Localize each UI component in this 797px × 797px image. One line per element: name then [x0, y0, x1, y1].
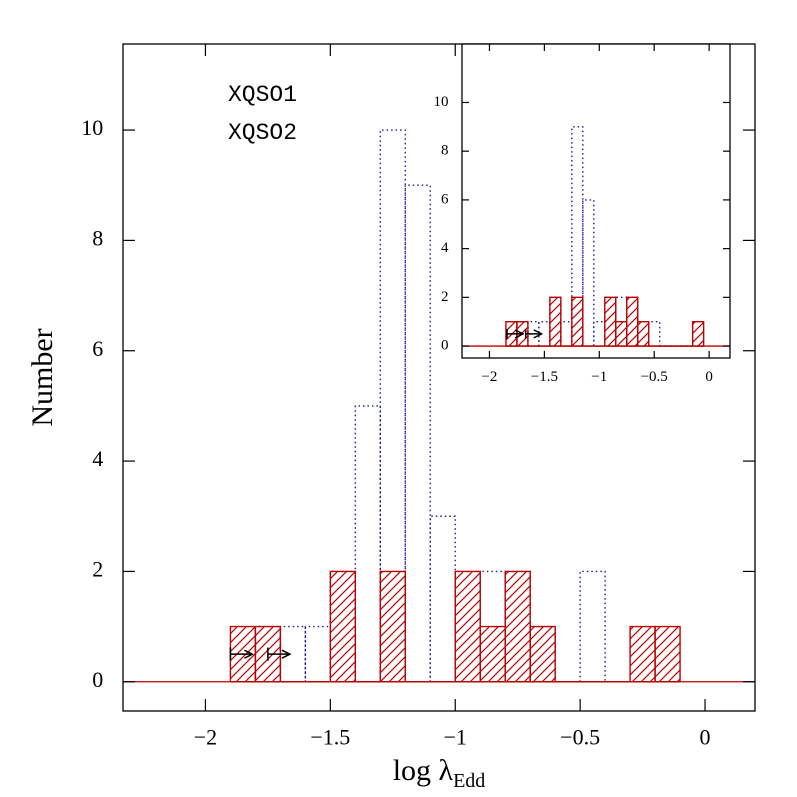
x-tick-label: 0 — [700, 725, 711, 750]
y-tick-label: 2 — [441, 289, 449, 305]
histogram-bar — [529, 625, 556, 683]
histogram-bar — [637, 321, 650, 347]
x-tick-label: −1 — [591, 369, 607, 385]
y-tick-label: 8 — [441, 143, 449, 159]
histogram-bar — [571, 296, 584, 347]
x-tick-label: −2 — [194, 725, 217, 750]
lower-limit-arrow — [506, 329, 523, 339]
x-tick-label: −1.5 — [531, 369, 558, 385]
histogram-step — [404, 184, 431, 682]
lower-limit-arrow — [267, 647, 290, 661]
histogram-step — [354, 405, 381, 682]
histogram-bar — [626, 296, 639, 347]
x-label-sub: Edd — [453, 770, 485, 792]
histogram-step — [615, 296, 628, 347]
y-tick-label: 6 — [92, 336, 103, 361]
x-axis-label: log λEdd — [393, 754, 486, 792]
x-tick-label: −1 — [444, 725, 467, 750]
lower-limit-arrow — [229, 647, 252, 661]
histogram-bar — [479, 625, 506, 683]
histogram-step — [582, 199, 595, 347]
histogram-step — [579, 570, 606, 682]
y-tick-label: 2 — [92, 556, 103, 581]
legend-entry: XQSO1 — [228, 82, 297, 108]
x-tick-label: −1.5 — [310, 725, 350, 750]
y-tick-label: 10 — [434, 94, 449, 110]
y-axis-label: Number — [26, 328, 59, 426]
x-tick-label: −2 — [481, 369, 497, 385]
histogram-bar — [329, 570, 357, 683]
x-tick-label: 0 — [705, 369, 713, 385]
histogram-bar — [604, 296, 617, 347]
x-tick-label: −0.5 — [560, 725, 600, 750]
histogram-bar — [454, 570, 481, 683]
x-label-main: log λ — [393, 754, 454, 787]
histogram-bar — [379, 570, 406, 683]
y-tick-label: 4 — [441, 240, 449, 256]
y-tick-label: 0 — [92, 667, 103, 692]
y-tick-label: 10 — [81, 115, 103, 140]
x-tick-label: −0.5 — [641, 369, 668, 385]
histogram-step — [379, 129, 406, 682]
y-tick-label: 6 — [441, 191, 449, 207]
y-tick-label: 4 — [92, 446, 103, 471]
histogram-bar — [691, 321, 705, 347]
plot-frame — [461, 43, 731, 359]
histogram-bar — [629, 625, 656, 683]
histogram-bar — [654, 625, 681, 683]
y-tick-label: 0 — [441, 338, 449, 354]
histogram-bar — [504, 570, 531, 683]
legend-entry: XQSO2 — [228, 120, 297, 146]
y-tick-label: 8 — [92, 225, 103, 250]
lower-limit-arrow — [524, 329, 542, 339]
histogram-bar — [615, 321, 628, 347]
histogram-bar — [549, 296, 562, 347]
histogram-step — [304, 625, 332, 682]
